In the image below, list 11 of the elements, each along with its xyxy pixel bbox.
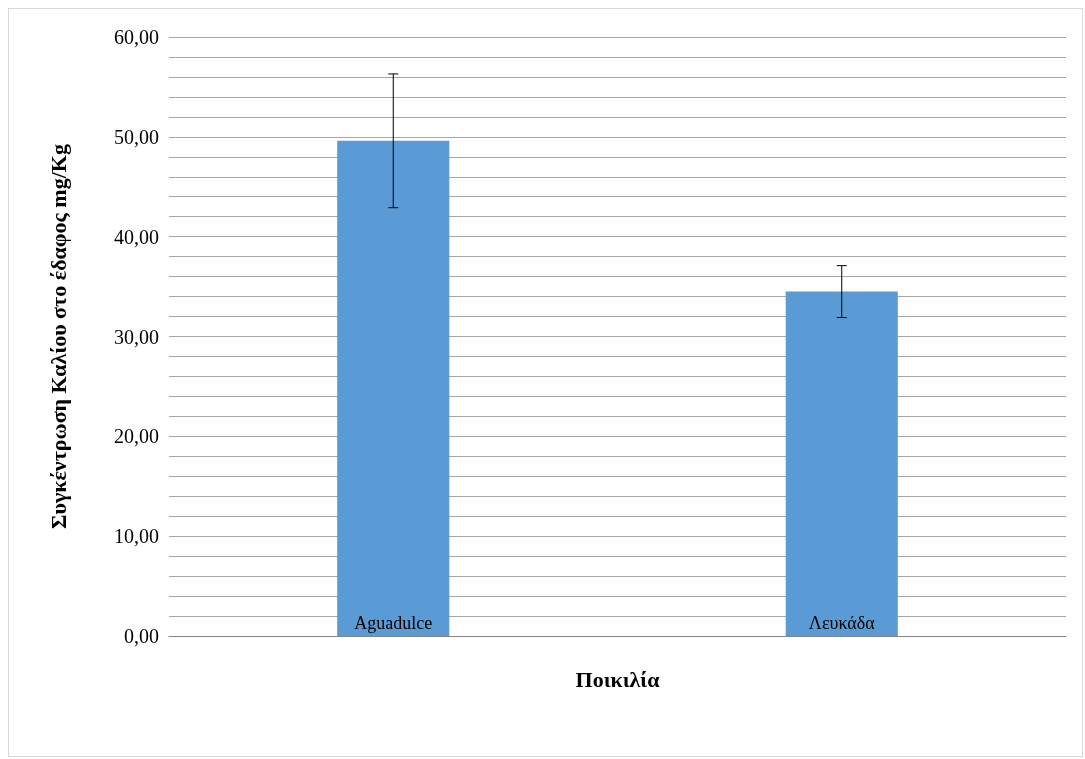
y-tick-label: 60,00: [114, 26, 159, 48]
y-axis-title: Συγκέντρωση Καλίου στο έδαφος mg/Kg: [45, 144, 71, 529]
y-tick-label: 50,00: [114, 125, 159, 148]
y-tick-label: 20,00: [114, 425, 159, 448]
y-tick-label: 0,00: [124, 625, 159, 647]
y-tick-label: 30,00: [114, 325, 159, 348]
y-tick-label: 40,00: [114, 225, 159, 248]
x-tick-label: Λευκάδα: [808, 613, 876, 633]
x-tick-label: Aguadulce: [354, 613, 433, 633]
x-axis-title: Ποικιλία: [575, 666, 661, 692]
y-tick-label: 10,00: [114, 525, 159, 548]
